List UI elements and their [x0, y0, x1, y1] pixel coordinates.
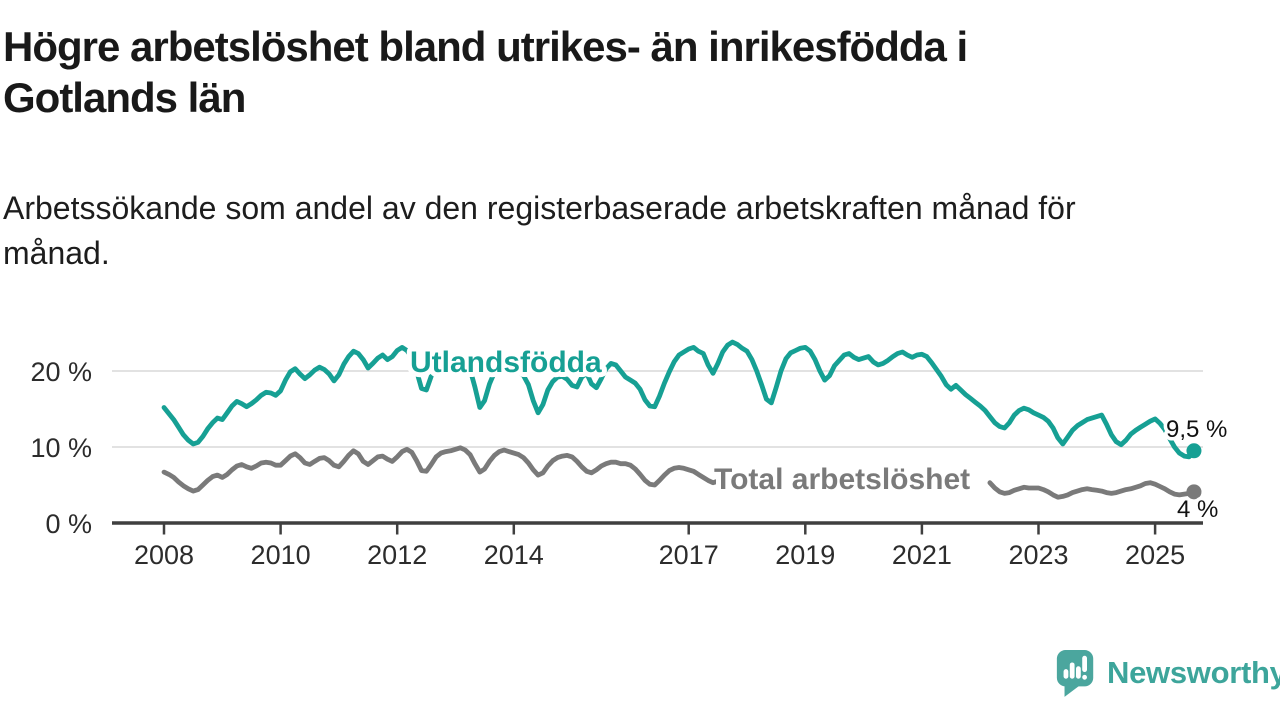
chart-subtitle-line-2: månad.	[3, 235, 110, 271]
newsworthy-logo: Newsworthy	[1054, 646, 1280, 700]
chart-subtitle: Arbetssökande som andel av den registerb…	[3, 186, 1223, 276]
chart-title-line-1: Högre arbetslöshet bland utrikes- än inr…	[3, 23, 968, 70]
y-axis-tick-label: 20 %	[30, 357, 92, 387]
newsworthy-logo-icon	[1056, 650, 1094, 697]
series-label-total: Total arbetslöshet	[714, 463, 970, 496]
x-axis-tick-label: 2012	[367, 540, 427, 570]
x-axis-tick-label: 2017	[659, 540, 719, 570]
x-axis-tick-label: 2025	[1125, 540, 1185, 570]
newsworthy-brand-text: Newsworthy	[1107, 655, 1280, 690]
series-end-value-label-utlandsfodda: 9,5 %	[1166, 416, 1227, 443]
x-axis-tick-label: 2014	[484, 540, 544, 570]
chart-title: Högre arbetslöshet bland utrikes- än inr…	[3, 21, 1233, 123]
chart-title-line-2: Gotlands län	[3, 74, 246, 121]
y-axis-tick-label: 10 %	[30, 433, 92, 463]
x-axis-tick-label: 2019	[775, 540, 835, 570]
x-axis-tick-label: 2023	[1008, 540, 1068, 570]
x-axis-tick-label: 2008	[134, 540, 194, 570]
y-axis-tick-label: 0 %	[45, 509, 92, 539]
series-end-dot-total	[1186, 484, 1202, 500]
chart-subtitle-line-1: Arbetssökande som andel av den registerb…	[3, 190, 1076, 226]
x-axis-tick-label: 2021	[892, 540, 952, 570]
series-label-utlandsfodda: Utlandsfödda	[410, 346, 602, 379]
x-axis-tick-label: 2010	[251, 540, 311, 570]
series-line-total	[161, 445, 1197, 500]
series-end-dot-utlandsfodda	[1186, 443, 1202, 459]
series-end-value-label-total: 4 %	[1177, 496, 1218, 523]
series-line-utlandsfodda	[161, 339, 1197, 460]
